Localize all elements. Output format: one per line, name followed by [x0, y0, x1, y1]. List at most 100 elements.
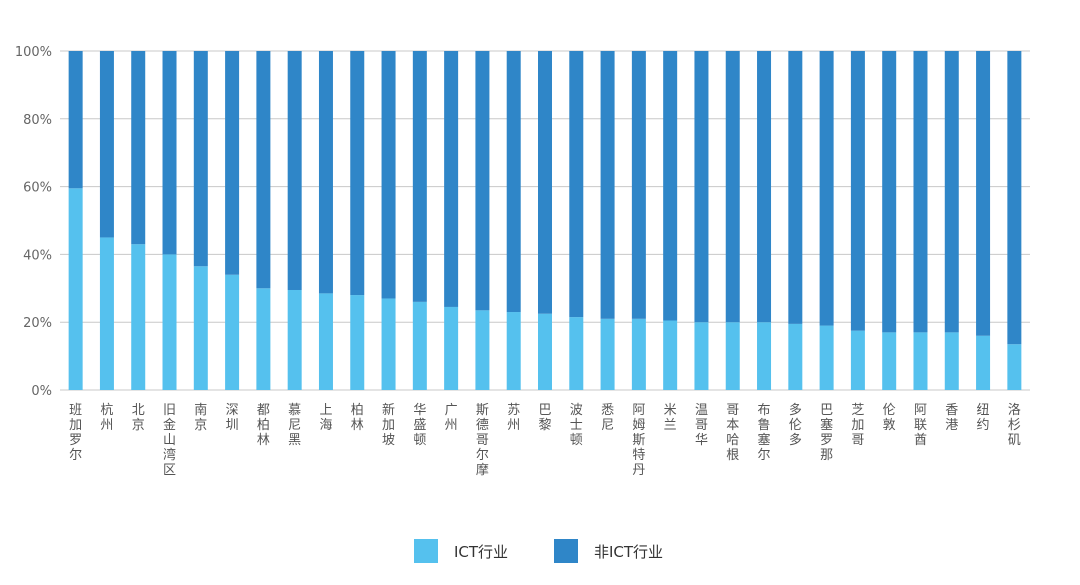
bar-segment-ict: [569, 317, 584, 390]
bar-segment-ict: [99, 237, 114, 390]
x-tick-label: 巴黎: [538, 403, 551, 433]
bar-segment-non-ict: [913, 51, 928, 333]
x-tick-label: 哥本哈根: [726, 403, 739, 463]
x-tick-label: 洛杉矶: [1008, 403, 1021, 448]
bar-segment-non-ict: [256, 51, 271, 289]
bar-segment-ict: [162, 254, 177, 390]
bar-segment-non-ict: [350, 51, 365, 296]
bar-segment-non-ict: [976, 51, 991, 336]
bar-segment-ict: [444, 306, 459, 390]
bar-segment-non-ict: [538, 51, 552, 314]
bar-segment-non-ict: [757, 51, 772, 323]
bar-segment-non-ict: [569, 51, 584, 318]
bar-segment-non-ict: [600, 51, 615, 319]
bar-segment-ict: [68, 188, 83, 390]
legend-swatch-non-ict: [554, 539, 578, 563]
bar-segment-ict: [225, 274, 240, 390]
bar-segment-non-ict: [850, 51, 865, 331]
y-tick-label: 40%: [23, 248, 52, 263]
x-tick-label: 华盛顿: [413, 403, 426, 448]
x-tick-label: 广州: [445, 403, 458, 433]
x-tick-label: 阿联酋: [914, 403, 927, 448]
x-tick-label: 阿姆斯特丹: [632, 403, 645, 478]
bar-segment-ict: [725, 322, 740, 390]
x-tick-label: 芝加哥: [851, 402, 864, 448]
bar-segment-ict: [944, 332, 959, 390]
x-tick-label: 慕尼黑: [288, 403, 301, 448]
bar-segment-non-ict: [287, 51, 302, 290]
x-tick-label: 多伦多: [789, 402, 802, 448]
legend-label-non-ict: 非ICT行业: [594, 542, 664, 561]
x-tick-label: 温哥华: [695, 403, 708, 448]
x-tick-label: 杭州: [100, 403, 113, 433]
bar-segment-non-ict: [225, 51, 240, 275]
bar-segment-non-ict: [1007, 51, 1022, 345]
bar-segment-ict: [381, 298, 396, 390]
bar-segment-ict: [976, 335, 991, 390]
y-tick-label: 80%: [23, 113, 52, 128]
bar-segment-non-ict: [944, 51, 959, 333]
bar-segment-non-ict: [99, 51, 114, 238]
y-tick-label: 100%: [15, 45, 52, 60]
bar-segment-non-ict: [381, 51, 396, 299]
x-tick-label: 斯德哥尔摩: [476, 403, 489, 478]
bar-segment-ict: [850, 330, 865, 390]
bar-segment-non-ict: [882, 51, 897, 333]
legend-item-ict: ICT行业: [414, 536, 508, 566]
x-tick-label: 伦敦: [883, 403, 896, 433]
bar-segment-ict: [788, 323, 803, 390]
bar-segment-ict: [506, 312, 521, 390]
x-tick-label: 波士顿: [570, 403, 583, 448]
x-tick-label: 新加坡: [382, 402, 395, 448]
legend: ICT行业 非ICT行业: [0, 536, 1080, 566]
bar-segment-ict: [600, 318, 615, 390]
bar-segment-ict: [193, 266, 208, 390]
x-tick-label: 布鲁塞尔: [758, 403, 771, 463]
bar-segment-non-ict: [788, 51, 803, 324]
bar-segment-ict: [538, 313, 552, 390]
bar-segment-ict: [882, 332, 897, 390]
bar-segment-ict: [287, 289, 302, 390]
x-tick-label: 旧金山湾区: [163, 403, 176, 478]
bar-segment-ict: [131, 244, 146, 390]
x-tick-label: 苏州: [507, 402, 520, 433]
bar-segment-non-ict: [318, 51, 333, 294]
x-tick-label: 香港: [945, 403, 958, 433]
x-tick-label: 纽约: [977, 403, 990, 433]
bar-segment-non-ict: [819, 51, 834, 326]
bar-segment-ict: [412, 301, 427, 390]
bar-segment-non-ict: [475, 51, 490, 311]
legend-item-non-ict: 非ICT行业: [554, 536, 663, 566]
bar-segment-non-ict: [131, 51, 146, 245]
bar-segment-ict: [318, 293, 333, 390]
x-tick-label: 巴塞罗那: [820, 403, 833, 463]
bar-segment-ict: [350, 295, 365, 390]
bar-segment-ict: [757, 322, 772, 390]
bar-segment-non-ict: [193, 51, 208, 267]
x-tick-label: 班加罗尔: [69, 403, 82, 463]
bar-segment-ict: [475, 310, 490, 390]
x-tick-label: 北京: [132, 403, 145, 433]
x-tick-label: 米兰: [664, 403, 677, 433]
bar-segment-non-ict: [444, 51, 459, 307]
bar-segment-non-ict: [162, 51, 177, 255]
bars: [68, 51, 1022, 390]
bar-segment-non-ict: [412, 51, 427, 302]
x-tick-label: 都柏林: [257, 403, 270, 448]
bar-segment-non-ict: [725, 51, 740, 323]
legend-label-ict: ICT行业: [454, 542, 509, 561]
bar-segment-ict: [913, 332, 928, 390]
bar-segment-non-ict: [68, 51, 83, 189]
bar-segment-non-ict: [631, 51, 646, 319]
x-tick-label: 深圳: [226, 403, 239, 433]
bar-segment-non-ict: [694, 51, 709, 323]
bar-segment-non-ict: [506, 51, 521, 313]
bar-segment-ict: [256, 288, 271, 390]
bar-segment-ict: [694, 322, 709, 390]
bar-segment-ict: [819, 325, 834, 390]
legend-swatch-ict: [414, 539, 438, 563]
bar-segment-ict: [631, 318, 646, 390]
